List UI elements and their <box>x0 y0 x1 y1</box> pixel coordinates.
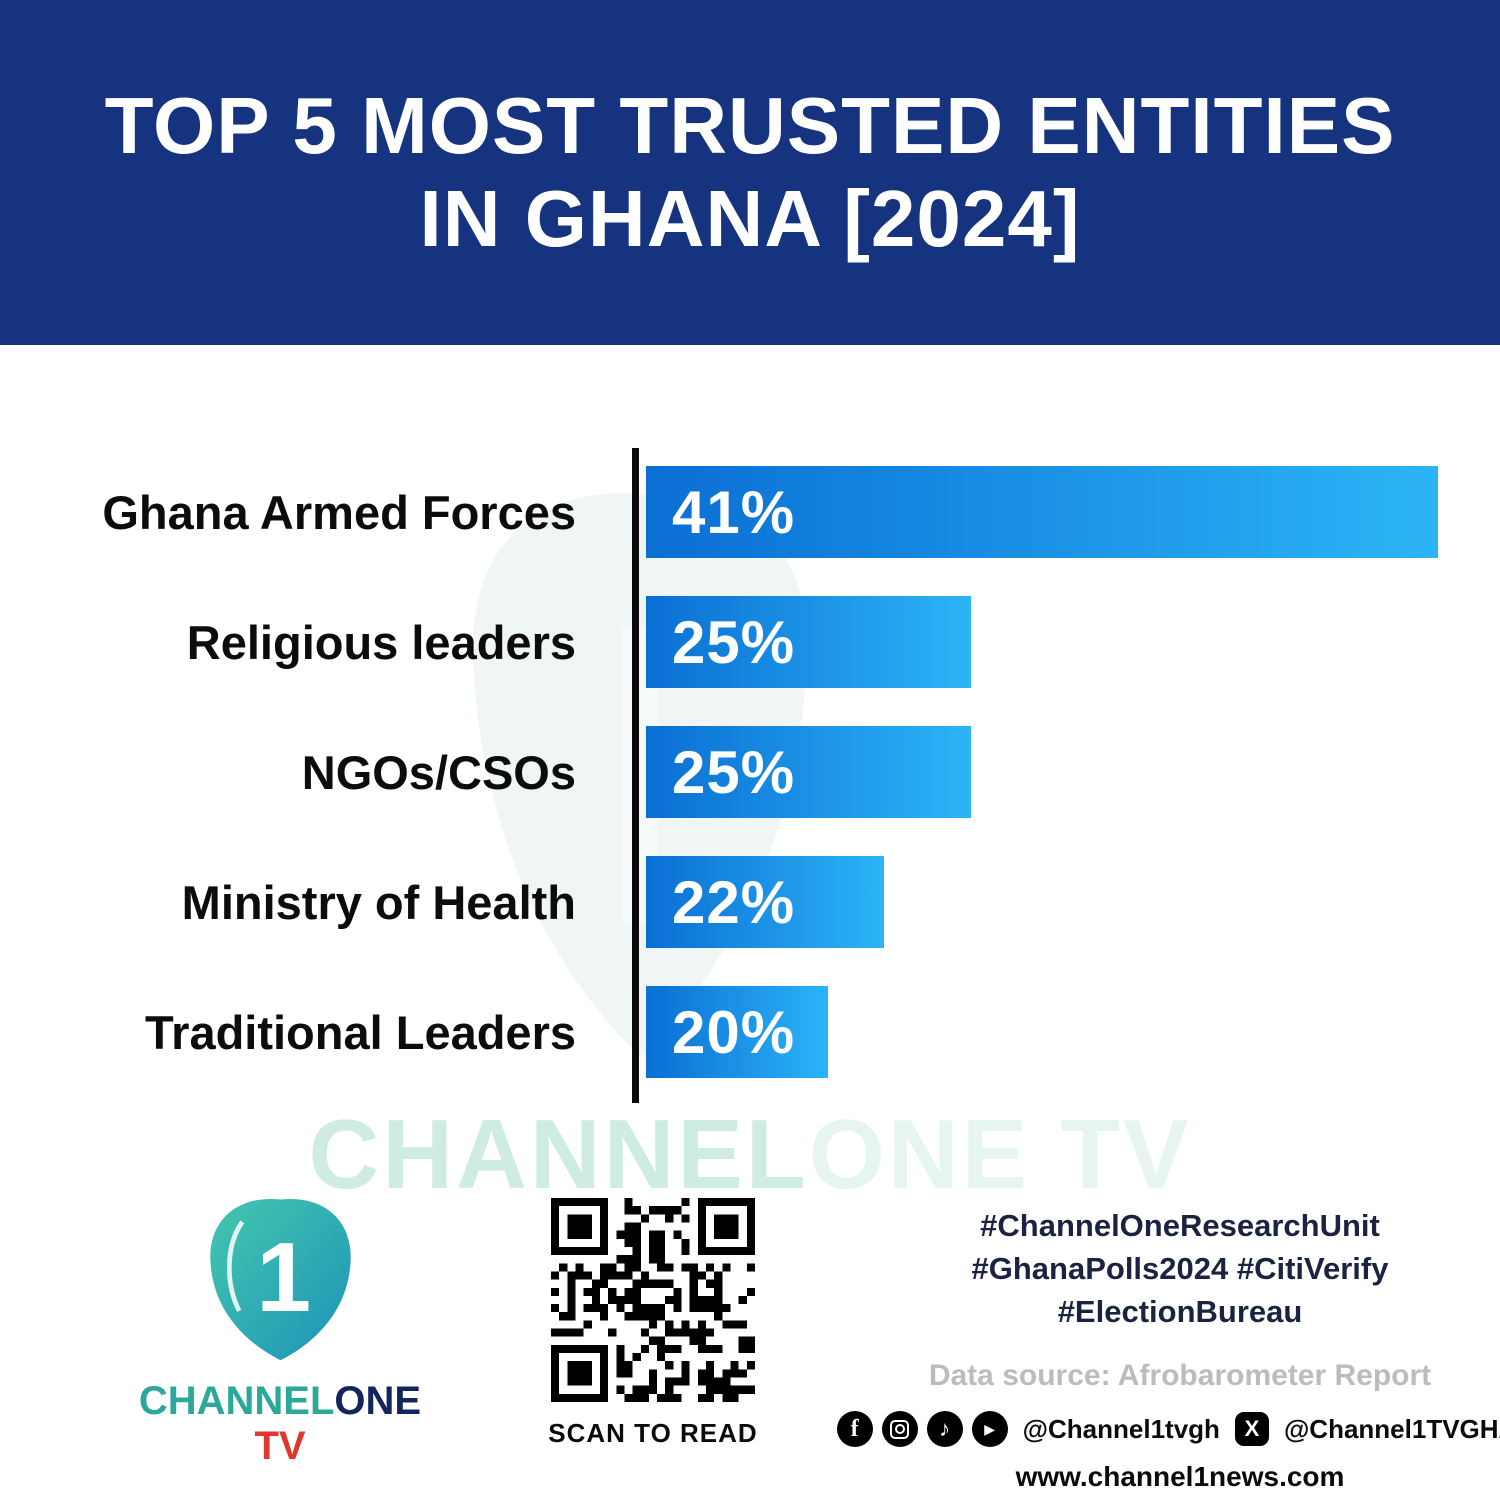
wordmark-channel: CHANNEL <box>138 1379 335 1423</box>
bar-track: 41% <box>646 466 1438 558</box>
logo-digit: 1 <box>256 1222 311 1332</box>
qr-code <box>551 1198 755 1402</box>
chart-row: Ministry of Health 22% <box>0 856 1500 948</box>
hashtags-line2: #GhanaPolls2024 #CitiVerify <box>971 1250 1389 1286</box>
channel-one-wordmark: CHANNELONE TV <box>130 1379 430 1469</box>
wordmark-tv: TV <box>254 1424 306 1468</box>
category-label: Religious leaders <box>186 615 576 669</box>
watermark-part1: CHANNEL <box>308 1099 809 1209</box>
bar-value-label: 25% <box>672 738 796 806</box>
hashtags-line1: #ChannelOneResearchUnit <box>980 1208 1380 1243</box>
bar-track: 25% <box>646 726 1438 818</box>
page-title-line2: IN GHANA [2024] <box>419 173 1081 263</box>
data-source-note: Data source: Afrobarometer Report <box>928 1359 1432 1393</box>
bar-value-label: 22% <box>672 868 796 936</box>
hashtags: #ChannelOneResearchUnit #GhanaPolls2024 … <box>895 1205 1465 1333</box>
bar-chart: Ghana Armed Forces 41% Religious leaders… <box>0 466 1500 1116</box>
category-label: Ministry of Health <box>181 875 576 929</box>
bar-traditional-leaders: 20% <box>646 986 829 1078</box>
youtube-icon: ▶ <box>971 1411 1008 1448</box>
chart-row: Ghana Armed Forces 41% <box>0 466 1500 558</box>
channel-one-logo-block: 1 CHANNELONE TV <box>130 1190 430 1469</box>
bar-value-label: 25% <box>672 608 796 676</box>
bar-track: 25% <box>646 596 1438 688</box>
social-handle-x: @Channel1TVGHA <box>1283 1413 1500 1444</box>
chart-row: Religious leaders 25% <box>0 596 1500 688</box>
bar-ghana-armed-forces: 41% <box>646 466 1438 558</box>
channel-one-logo-icon: 1 <box>198 1190 363 1365</box>
category-label: NGOs/CSOs <box>301 745 576 799</box>
channel-one-watermark-text: CHANNELONE TV <box>0 1098 1500 1211</box>
tiktok-icon: ♪ <box>926 1411 963 1448</box>
chart-axis-line <box>632 448 639 1103</box>
bar-religious-leaders: 25% <box>646 596 971 688</box>
watermark-part2: ONE TV <box>808 1099 1192 1209</box>
website-url: www.channel1news.com <box>1015 1461 1345 1493</box>
wordmark-one: ONE <box>334 1379 422 1423</box>
footer-info-block: #ChannelOneResearchUnit #GhanaPolls2024 … <box>836 1205 1500 1493</box>
bar-ministry-of-health: 22% <box>646 856 884 948</box>
qr-block: SCAN TO READ <box>545 1198 761 1449</box>
x-icon: X <box>1234 1412 1269 1447</box>
bar-value-label: 41% <box>672 478 796 546</box>
chart-row: Traditional Leaders 20% <box>0 986 1500 1078</box>
qr-caption: SCAN TO READ <box>548 1418 758 1448</box>
category-label: Ghana Armed Forces <box>102 485 576 539</box>
chart-row: NGOs/CSOs 25% <box>0 726 1500 818</box>
page-title: TOP 5 MOST TRUSTED ENTITIES IN GHANA [20… <box>105 80 1396 266</box>
bar-ngos-csos: 25% <box>646 726 971 818</box>
social-row: f ♪ ▶ @Channel1tvgh X @Channel1TVGHA <box>836 1411 1500 1448</box>
header-banner: TOP 5 MOST TRUSTED ENTITIES IN GHANA [20… <box>0 0 1500 345</box>
bar-track: 20% <box>646 986 1438 1078</box>
category-label: Traditional Leaders <box>145 1005 576 1059</box>
facebook-icon: f <box>836 1411 873 1448</box>
hashtags-line3: #ElectionBureau <box>1057 1293 1303 1329</box>
social-handle-primary: @Channel1tvgh <box>1022 1413 1220 1444</box>
bar-track: 22% <box>646 856 1438 948</box>
instagram-icon <box>881 1411 918 1448</box>
page-title-line1: TOP 5 MOST TRUSTED ENTITIES <box>104 80 1396 170</box>
bar-value-label: 20% <box>672 998 796 1066</box>
